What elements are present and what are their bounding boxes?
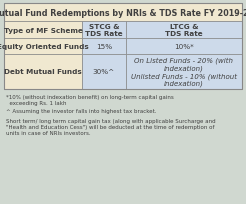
Text: 30%^: 30%^ — [93, 69, 115, 75]
Bar — [126, 22, 242, 39]
Bar — [4, 4, 242, 90]
Text: STCG &
TDS Rate: STCG & TDS Rate — [85, 24, 123, 37]
Bar — [4, 39, 82, 55]
Text: Mutual Fund Redemptions by NRIs & TDS Rate FY 2019-20: Mutual Fund Redemptions by NRIs & TDS Ra… — [0, 8, 246, 17]
Text: Short term/ long term capital gain tax (along with applicable Surcharge and
"Hea: Short term/ long term capital gain tax (… — [6, 118, 216, 135]
Text: Debt Mutual Funds: Debt Mutual Funds — [4, 69, 82, 75]
Bar — [4, 22, 82, 39]
Bar — [4, 55, 82, 90]
Text: 10%*: 10%* — [174, 44, 194, 50]
Text: Type of MF Scheme: Type of MF Scheme — [3, 27, 82, 33]
Bar — [82, 39, 126, 55]
Bar — [4, 4, 242, 22]
Text: 15%: 15% — [96, 44, 112, 50]
Text: On Listed Funds - 20% (with
indexation)
Unlisted Funds - 10% (without
indexation: On Listed Funds - 20% (with indexation) … — [131, 58, 237, 87]
Bar — [126, 55, 242, 90]
Text: Equity Oriented Funds: Equity Oriented Funds — [0, 44, 89, 50]
Bar — [82, 22, 126, 39]
Text: ^ Assuming the investor falls into highest tax bracket.: ^ Assuming the investor falls into highe… — [6, 109, 156, 113]
Bar — [126, 39, 242, 55]
Bar — [82, 55, 126, 90]
Text: *10% (without indexation benefit) on long-term capital gains
  exceeding Rs. 1 l: *10% (without indexation benefit) on lon… — [6, 94, 174, 105]
Text: LTCG &
TDS Rate: LTCG & TDS Rate — [165, 24, 203, 37]
